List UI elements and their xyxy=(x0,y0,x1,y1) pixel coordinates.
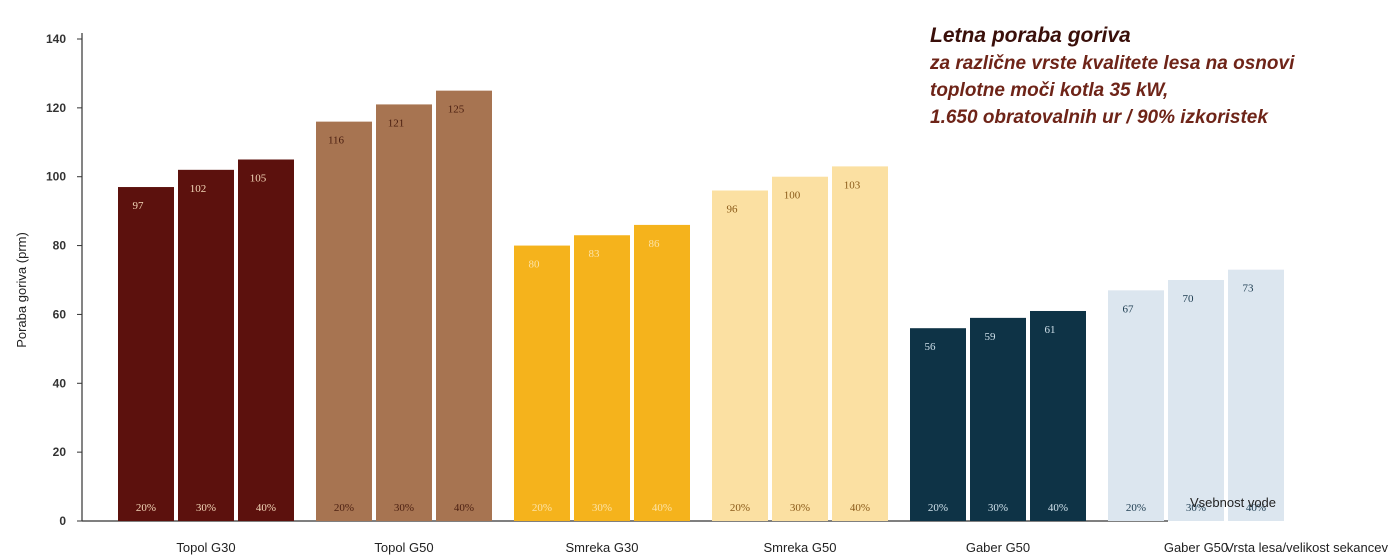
bar-water-label: 20% xyxy=(1126,502,1146,514)
bar xyxy=(832,166,888,521)
chart-subtitle-line-2: toplotne moči kotla 35 kW, xyxy=(930,80,1169,101)
y-tick-label: 120 xyxy=(46,101,66,115)
chart-subtitle-line-1: za različne vrste kvalitete lesa na osno… xyxy=(930,53,1295,74)
series-label: Vsebnost vode xyxy=(1190,495,1276,510)
bar-value-label: 100 xyxy=(784,190,801,202)
bar-water-label: 30% xyxy=(196,502,216,514)
bar-water-label: 20% xyxy=(334,502,354,514)
bar xyxy=(910,328,966,521)
group-label: Gaber G50 xyxy=(1164,540,1228,555)
bar-water-label: 40% xyxy=(850,502,870,514)
bar-value-label: 70 xyxy=(1183,293,1195,305)
y-axis-label: Poraba goriva (prm) xyxy=(14,232,29,348)
bar xyxy=(970,317,1026,521)
bar-water-label: 40% xyxy=(1048,502,1068,514)
bar-value-label: 121 xyxy=(388,117,405,129)
bar xyxy=(574,235,630,521)
bar xyxy=(316,121,372,521)
bar-water-label: 20% xyxy=(730,502,750,514)
group-label: Gaber G50 xyxy=(966,540,1030,555)
bar-value-label: 86 xyxy=(649,238,661,250)
group-label: Topol G30 xyxy=(176,540,235,555)
bar xyxy=(118,187,174,522)
bar xyxy=(178,169,234,522)
bar xyxy=(238,159,294,521)
y-tick-label: 80 xyxy=(53,239,67,253)
bar xyxy=(1030,310,1086,521)
bar xyxy=(376,104,432,522)
bar xyxy=(1168,280,1224,521)
bar-water-label: 40% xyxy=(652,502,672,514)
bar-water-label: 40% xyxy=(256,502,276,514)
group-label: Smreka G50 xyxy=(764,540,837,555)
bar-value-label: 56 xyxy=(925,341,937,353)
bar-value-label: 102 xyxy=(190,183,207,195)
bar-water-label: 30% xyxy=(790,502,810,514)
bar-value-label: 103 xyxy=(844,179,861,191)
bar-water-label: 30% xyxy=(592,502,612,514)
bar-value-label: 59 xyxy=(985,331,997,343)
bar-value-label: 97 xyxy=(133,200,145,212)
bar-value-label: 96 xyxy=(727,203,739,215)
bar xyxy=(436,90,492,522)
chart-title-block: Letna poraba goriva za različne vrste kv… xyxy=(930,22,1380,131)
bar-value-label: 80 xyxy=(529,259,541,271)
y-tick-label: 140 xyxy=(46,32,66,46)
group-label: Topol G50 xyxy=(374,540,433,555)
group-label: Smreka G30 xyxy=(566,540,639,555)
y-tick-label: 100 xyxy=(46,170,66,184)
bar xyxy=(1108,290,1164,521)
y-tick-label: 40 xyxy=(53,376,67,390)
bar-water-label: 40% xyxy=(1246,502,1266,514)
chart-subtitle-line-3: 1.650 obratovalnih ur / 90% izkoristek xyxy=(930,107,1268,128)
y-tick-label: 20 xyxy=(53,445,67,459)
y-tick-label: 60 xyxy=(53,307,67,321)
bar-value-label: 116 xyxy=(328,135,345,147)
bar-water-label: 30% xyxy=(988,502,1008,514)
bar-water-label: 20% xyxy=(928,502,948,514)
bar-water-label: 20% xyxy=(136,502,156,514)
bar-water-label: 40% xyxy=(454,502,474,514)
bar xyxy=(772,176,828,521)
bar-value-label: 67 xyxy=(1123,303,1135,315)
bar-water-label: 30% xyxy=(1186,502,1206,514)
chart-title: Letna poraba goriva xyxy=(930,24,1131,47)
bar-value-label: 105 xyxy=(250,173,267,185)
bar-water-label: 30% xyxy=(394,502,414,514)
bar-value-label: 125 xyxy=(448,104,465,116)
bar xyxy=(514,245,570,522)
bar-value-label: 61 xyxy=(1045,324,1056,336)
bar xyxy=(1228,269,1284,521)
y-tick-label: 0 xyxy=(59,514,66,528)
bar xyxy=(634,224,690,521)
bar xyxy=(712,190,768,521)
bar-water-label: 20% xyxy=(532,502,552,514)
x-axis-label: Vrsta lesa/velikost sekancev xyxy=(1225,540,1388,555)
bar-value-label: 73 xyxy=(1243,283,1255,295)
bar-value-label: 83 xyxy=(589,248,601,260)
